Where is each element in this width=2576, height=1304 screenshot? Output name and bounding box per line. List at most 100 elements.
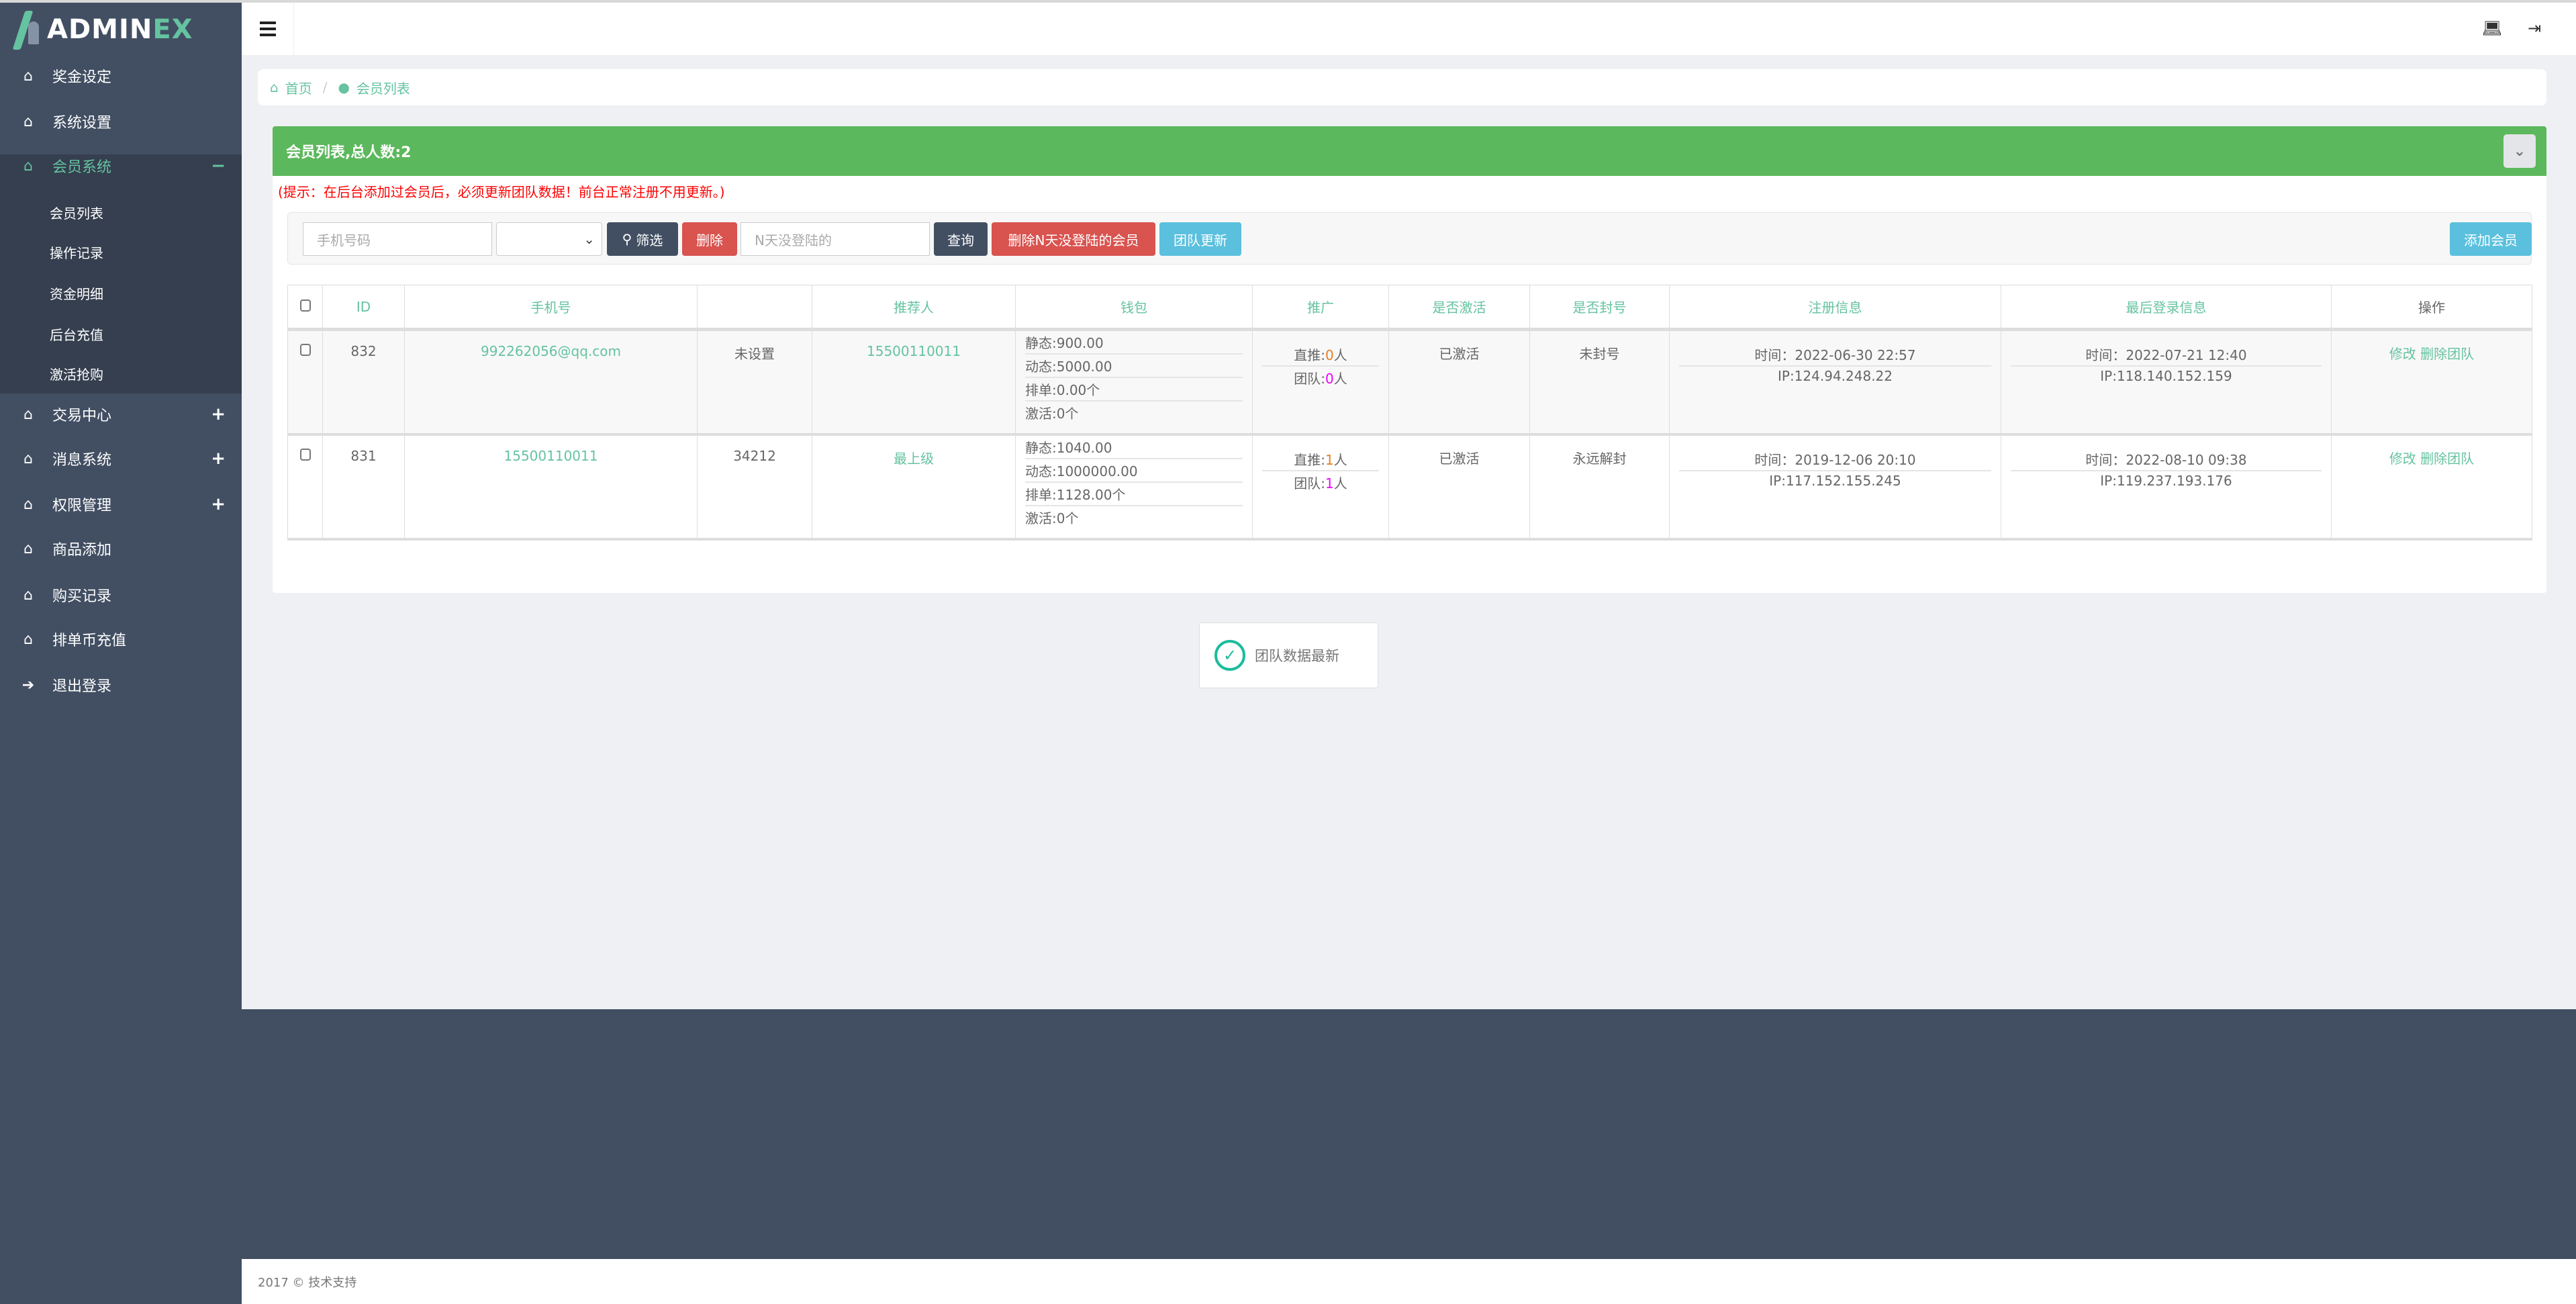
sidebar-item-label: 购买记录 (52, 588, 112, 605)
home-icon: ⌂ (23, 496, 33, 513)
col-activated: 是否激活 (1388, 285, 1530, 331)
sidebar-item-system-settings[interactable]: ⌂ 系统设置 (0, 99, 242, 144)
wallet-activation: 激活:0个 (1025, 406, 1079, 422)
wallet-cell: 静态:900.00 动态:5000.00 排单:0.00个 激活:0个 (1015, 329, 1253, 436)
wallet-queue: 排单:1128.00个 (1025, 483, 1243, 506)
col-last-login: 最后登录信息 (2001, 285, 2332, 331)
toast-message: 团队数据最新 (1255, 648, 1339, 664)
member-extra: 未设置 (697, 329, 812, 436)
status-select[interactable]: ⌄ (496, 222, 602, 256)
row-checkbox[interactable] (299, 344, 311, 356)
row-checkbox[interactable] (299, 448, 311, 461)
actions-cell: 修改 删除团队 (2331, 434, 2532, 541)
submenu-member-system: 会员列表 操作记录 资金明细 后台充值 激活抢购 (0, 154, 242, 393)
member-id: 832 (322, 329, 405, 436)
team-update-button[interactable]: 团队更新 (1159, 222, 1241, 256)
promotion-cell: 直推:0人 团队:0人 (1252, 329, 1389, 436)
login-ip: IP:118.140.152.159 (2100, 368, 2232, 384)
delete-button[interactable]: 删除 (682, 222, 737, 256)
direct-count: 直推:0人 (1262, 343, 1379, 367)
sidebar: ADMINEX 会员列表 操作记录 资金明细 后台充值 激活抢购 ⌂ 奖金设定 ⌂… (0, 3, 242, 1304)
sidebar-item-member-system[interactable]: ⌂ 会员系统 − (0, 144, 242, 188)
sidebar-item-logout[interactable]: ➔ 退出登录 (0, 663, 242, 707)
submenu-item-backend-recharge[interactable]: 后台充值 (50, 327, 103, 343)
banned-status: 未封号 (1529, 329, 1670, 436)
table-row: 831 15500110011 34212 最上级 静态:1040.00 动态:1… (287, 434, 2532, 541)
member-id: 831 (322, 434, 405, 541)
home-icon: ⌂ (23, 113, 33, 130)
home-icon: ⌂ (23, 631, 33, 648)
sign-out-icon[interactable]: ⇥ (2528, 19, 2542, 38)
member-referrer[interactable]: 15500110011 (812, 329, 1016, 436)
last-login-cell: 时间：2022-08-10 09:38 IP:119.237.193.176 (2001, 434, 2332, 541)
success-toast: ✓ 团队数据最新 (1199, 622, 1378, 688)
registration-cell: 时间：2019-12-06 20:10 IP:117.152.155.245 (1669, 434, 2001, 541)
member-referrer[interactable]: 最上级 (812, 434, 1016, 541)
sidebar-item-bonus-settings[interactable]: ⌂ 奖金设定 (0, 54, 242, 98)
check-circle-icon: ✓ (1214, 640, 1245, 671)
last-login-cell: 时间：2022-07-21 12:40 IP:118.140.152.159 (2001, 329, 2332, 436)
delete-inactive-button[interactable]: 删除N天没登陆的会员 (992, 222, 1155, 256)
member-extra: 34212 (697, 434, 812, 541)
login-time: 时间：2022-08-10 09:38 (2011, 448, 2322, 471)
activated-status: 已激活 (1388, 434, 1530, 541)
reg-ip: IP:124.94.248.22 (1777, 368, 1893, 384)
sidebar-item-trading-center[interactable]: ⌂ 交易中心 + (0, 392, 242, 436)
sidebar-item-add-product[interactable]: ⌂ 商品添加 (0, 526, 242, 571)
home-icon: ⌂ (23, 67, 33, 85)
wallet-cell: 静态:1040.00 动态:1000000.00 排单:1128.00个 激活:0个 (1015, 434, 1253, 541)
banned-status: 永远解封 (1529, 434, 1670, 541)
team-count: 团队:1人 (1294, 475, 1347, 492)
row-select-cell (287, 329, 323, 436)
submenu-item-activate-purchase[interactable]: 激活抢购 (50, 367, 103, 383)
days-input[interactable]: N天没登陆的 (741, 222, 930, 256)
logo[interactable]: ADMINEX (0, 3, 242, 56)
breadcrumb-home[interactable]: 首页 (285, 80, 312, 97)
chevron-down-icon[interactable]: ⌄ (2503, 134, 2536, 168)
member-phone[interactable]: 992262056@qq.com (404, 329, 698, 436)
add-member-button[interactable]: 添加会员 (2450, 222, 2532, 256)
sidebar-item-message-system[interactable]: ⌂ 消息系统 + (0, 436, 242, 481)
col-promotion: 推广 (1252, 285, 1389, 331)
edit-link[interactable]: 修改 (2389, 450, 2416, 467)
footer: 2017 © 技术支持 (242, 1259, 2576, 1304)
home-icon: ⌂ (23, 157, 33, 175)
edit-link[interactable]: 修改 (2389, 346, 2416, 362)
query-button[interactable]: 查询 (934, 222, 988, 256)
wallet-dynamic: 动态:5000.00 (1025, 355, 1243, 378)
content-bottom-band (242, 1009, 2576, 1259)
table-header: ID 手机号 推荐人 钱包 推广 是否激活 是否封号 注册信息 最后登录信息 操… (287, 285, 2532, 331)
home-icon: ⌂ (23, 450, 33, 467)
col-referrer: 推荐人 (812, 285, 1016, 331)
top-border (0, 0, 2576, 3)
top-header: 💻︎ ⇥ (242, 3, 2576, 55)
user-icon: ● (338, 79, 350, 95)
reg-ip: IP:117.152.155.245 (1769, 472, 1901, 489)
login-time: 时间：2022-07-21 12:40 (2011, 343, 2322, 367)
submenu-item-fund-details[interactable]: 资金明细 (50, 286, 103, 302)
breadcrumb-separator: / (322, 79, 328, 95)
sidebar-item-permissions[interactable]: ⌂ 权限管理 + (0, 482, 242, 526)
home-icon: ⌂ (23, 406, 33, 423)
search-icon: ⚲ (622, 231, 632, 247)
delete-team-link[interactable]: 删除团队 (2420, 450, 2475, 467)
submenu-item-operation-log[interactable]: 操作记录 (50, 245, 103, 261)
sidebar-item-purchase-records[interactable]: ⌂ 购买记录 (0, 573, 242, 617)
logo-text: ADMINEX (47, 14, 193, 45)
menu-toggle-button[interactable] (242, 3, 294, 55)
member-phone[interactable]: 15500110011 (404, 434, 698, 541)
sidebar-item-queue-coin-recharge[interactable]: ⌂ 排单币充值 (0, 617, 242, 661)
breadcrumb-current: 会员列表 (356, 80, 410, 97)
phone-input[interactable]: 手机号码 (303, 222, 492, 256)
delete-team-link[interactable]: 删除团队 (2420, 346, 2475, 362)
reg-time: 时间：2022-06-30 22:57 (1679, 343, 1991, 367)
col-actions: 操作 (2331, 285, 2532, 331)
wallet-queue: 排单:0.00个 (1025, 378, 1243, 402)
col-extra (697, 285, 812, 331)
filter-button[interactable]: ⚲ 筛选 (607, 222, 678, 256)
expand-icon: + (211, 494, 226, 514)
select-all-checkbox[interactable] (299, 299, 311, 312)
laptop-icon[interactable]: 💻︎ (2482, 19, 2503, 38)
filter-label: 筛选 (636, 232, 663, 248)
submenu-item-member-list[interactable]: 会员列表 (50, 205, 103, 222)
